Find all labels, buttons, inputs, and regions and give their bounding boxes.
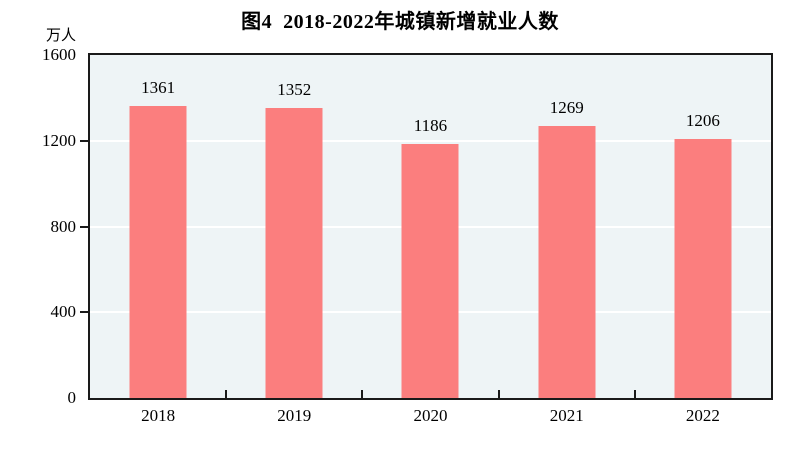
chart-title: 图4 2018-2022年城镇新增就业人数	[241, 11, 559, 33]
x-axis-category-label: 2022	[685, 406, 720, 425]
bar-value-label: 1352	[277, 80, 312, 100]
bar-2018	[129, 106, 187, 398]
y-axis-tick	[80, 225, 88, 228]
y-axis-tick-label: 800	[50, 216, 77, 236]
bar-value-label: 1361	[141, 78, 176, 98]
y-axis-unit-label: 万人	[45, 28, 76, 44]
bar-value-label: 1269	[549, 97, 584, 117]
bar-slot-2022: 1206	[635, 55, 771, 398]
bar-slot-2019: 1352	[226, 55, 362, 398]
y-axis-tick-label: 1200	[42, 130, 76, 150]
bar-2019	[265, 108, 323, 398]
bar-value-label: 1186	[413, 115, 448, 135]
y-axis-tick-label: 400	[50, 302, 77, 322]
bar-slot-2021: 1269	[499, 55, 635, 398]
bar-slot-2018: 1361	[90, 55, 226, 398]
bar-2021	[538, 125, 596, 398]
y-axis-tick-label: 0	[67, 388, 77, 407]
x-axis-category-label: 2018	[141, 406, 176, 425]
x-axis-tick	[225, 390, 228, 398]
y-axis-tick	[80, 139, 88, 142]
gridline	[90, 139, 771, 142]
y-axis-tick-label: 1600	[42, 45, 76, 64]
x-axis-tick	[633, 390, 636, 398]
x-axis-tick	[497, 390, 500, 398]
y-axis-tick	[80, 311, 88, 314]
bar-slot-2020: 1186	[362, 55, 498, 398]
x-axis-tick	[361, 390, 364, 398]
x-axis-category-label: 2019	[277, 406, 312, 425]
bar-2022	[674, 139, 732, 398]
bar-2020	[401, 143, 459, 398]
x-axis-category-label: 2021	[549, 406, 584, 425]
x-axis-category-label: 2020	[413, 406, 448, 425]
y-axis-tick-labels: 0 400 800 1200 1600	[0, 45, 77, 407]
x-axis-category-labels: 2018 2019 2020 2021 2022	[90, 406, 771, 430]
bar-value-label: 1206	[685, 111, 720, 131]
plot-area: 1361 1352 1186 1269 1206	[80, 53, 773, 400]
